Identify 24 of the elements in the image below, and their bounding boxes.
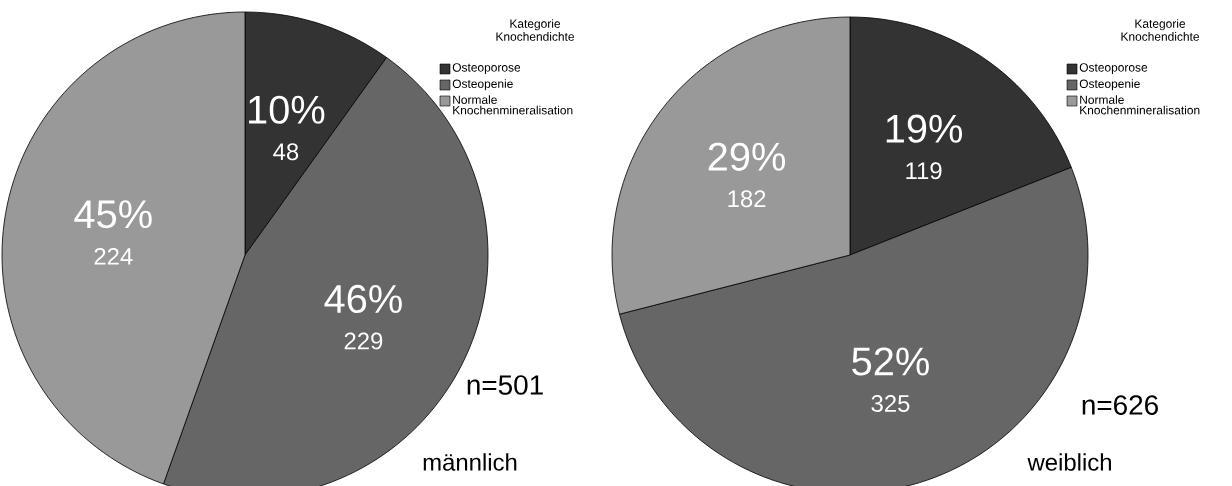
data-label: 19% bbox=[886, 114, 963, 143]
text: 224 bbox=[94, 247, 133, 265]
data-label: 52% bbox=[852, 347, 929, 376]
legend-title: Kategorie Knochendichte bbox=[1121, 19, 1199, 41]
text: 48 bbox=[273, 143, 299, 161]
data-label: 29% bbox=[708, 142, 786, 171]
legend-label: Normale Knochenmineralisation bbox=[1080, 95, 1200, 115]
legend-label: Osteopenie bbox=[452, 79, 513, 91]
text: n=501 bbox=[467, 375, 543, 395]
text: weiblich bbox=[1027, 453, 1111, 471]
legend-label: Normale Knochenmineralisation bbox=[453, 95, 573, 115]
text: 119 bbox=[906, 162, 942, 180]
legend-label: Osteoporose bbox=[1079, 63, 1148, 75]
legend-label: Osteopenie bbox=[1079, 79, 1140, 91]
text: n=626 bbox=[1082, 395, 1158, 415]
text: 229 bbox=[344, 332, 383, 350]
data-label: 45% bbox=[74, 200, 152, 229]
text: männlich bbox=[423, 453, 517, 471]
data-label: 46% bbox=[324, 284, 402, 314]
legend-label: Osteoporose bbox=[452, 63, 521, 75]
data-label: 10% bbox=[249, 95, 325, 124]
text: 325 bbox=[871, 395, 910, 412]
text: 182 bbox=[728, 190, 766, 208]
legend-title: Kategorie Knochendichte bbox=[496, 19, 574, 41]
